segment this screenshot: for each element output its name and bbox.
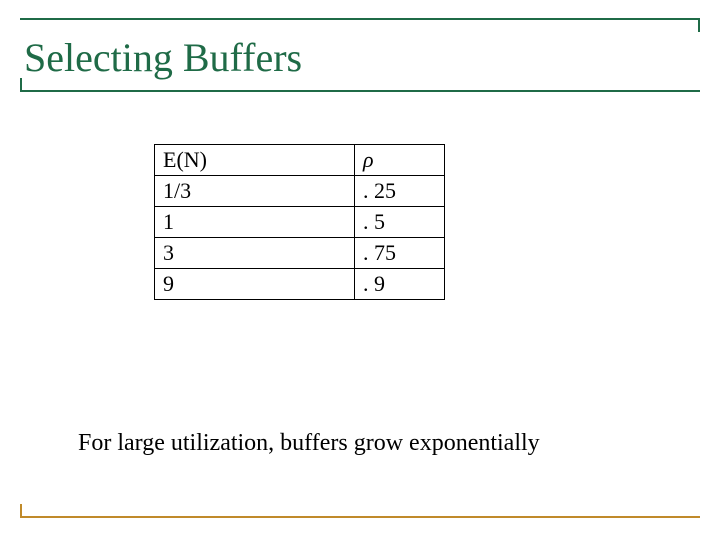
slide-frame: Selecting Buffers E(N) ρ 1/3 . 25 1 . 5 … (20, 18, 700, 518)
cell: 1 (155, 207, 355, 238)
top-rule (20, 18, 700, 20)
cell: . 5 (355, 207, 445, 238)
cell: . 25 (355, 176, 445, 207)
buffer-table: E(N) ρ 1/3 . 25 1 . 5 3 . 75 9 . 9 (154, 144, 445, 300)
cell: 9 (155, 269, 355, 300)
cell: 1/3 (155, 176, 355, 207)
table-row: 1 . 5 (155, 207, 445, 238)
header-right: ρ (355, 145, 445, 176)
header-left: E(N) (155, 145, 355, 176)
cell: . 9 (355, 269, 445, 300)
title-underline (20, 90, 700, 92)
table-row: 9 . 9 (155, 269, 445, 300)
table-row: 1/3 . 25 (155, 176, 445, 207)
table-row: 3 . 75 (155, 238, 445, 269)
table-row: E(N) ρ (155, 145, 445, 176)
slide-title: Selecting Buffers (24, 34, 302, 81)
cell: 3 (155, 238, 355, 269)
caption-text: For large utilization, buffers grow expo… (78, 430, 540, 457)
bottom-rule (20, 516, 700, 518)
rho-symbol: ρ (363, 147, 374, 172)
cell: . 75 (355, 238, 445, 269)
